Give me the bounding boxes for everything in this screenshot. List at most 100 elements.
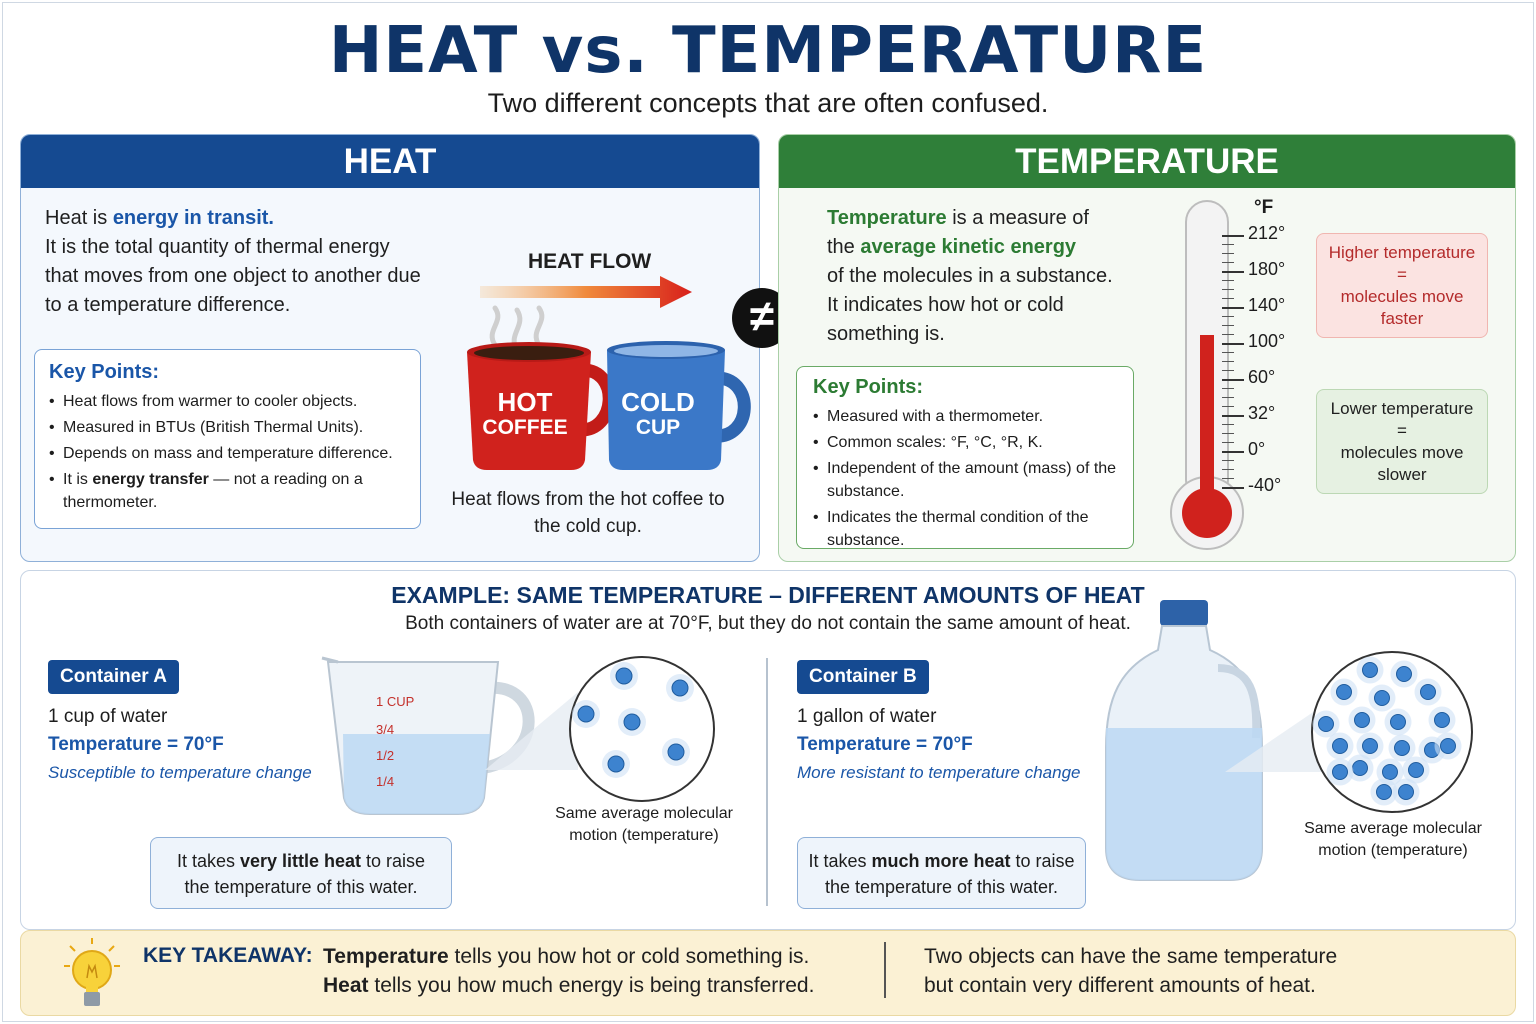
molecule bbox=[1398, 784, 1414, 800]
higher-note-line: Higher temperature bbox=[1328, 243, 1476, 262]
heat-intro-rest: It is the total quantity of thermal ener… bbox=[45, 236, 421, 316]
kp-prefix: It is bbox=[63, 471, 93, 488]
cup-mark: 1 CUP bbox=[376, 694, 415, 709]
cold-mug-line1: COLD bbox=[621, 387, 695, 417]
thermometer-minor-tick bbox=[1222, 433, 1234, 434]
higher-temp-note: Higher temperature = molecules move fast… bbox=[1316, 233, 1488, 338]
container-a-tag: Container A bbox=[48, 660, 179, 694]
higher-note-line: molecules move bbox=[1340, 287, 1464, 306]
higher-note-line: faster bbox=[1380, 309, 1424, 328]
heat-key-points-list: Heat flows from warmer to cooler objects… bbox=[49, 390, 406, 514]
cold-mug-line2: CUP bbox=[635, 416, 681, 439]
lower-note-line: = bbox=[1397, 421, 1407, 440]
temp-intro-bold1: Temperature bbox=[827, 207, 947, 229]
temperature-intro: Temperature is a measure of the average … bbox=[827, 204, 1157, 349]
molecule bbox=[1396, 666, 1412, 682]
molecule bbox=[1420, 684, 1436, 700]
temp-key-point: Measured with a thermometer. bbox=[813, 405, 1117, 428]
molecule bbox=[1352, 760, 1368, 776]
takeaway-left: Temperature tells you how hot or cold so… bbox=[323, 942, 814, 1000]
thermometer-tick-label: 140° bbox=[1248, 295, 1286, 315]
container-b-info: 1 gallon of water Temperature = 70°F Mor… bbox=[797, 703, 1080, 787]
thermometer-tick-label: 60° bbox=[1248, 367, 1276, 387]
molecule bbox=[1374, 690, 1390, 706]
temp-intro-bold2: average kinetic energy bbox=[860, 236, 1077, 258]
heat-intro: Heat is energy in transit. It is the tot… bbox=[45, 204, 425, 320]
heat-intro-highlight: energy in transit. bbox=[112, 207, 274, 229]
molecule bbox=[1332, 738, 1348, 754]
molecule bbox=[607, 755, 625, 773]
container-b-temperature: Temperature = 70°F bbox=[797, 734, 973, 755]
heat-flow-label: HEAT FLOW bbox=[528, 250, 652, 273]
molecule bbox=[1382, 764, 1398, 780]
hot-mug-label: HOT COFFEE bbox=[470, 388, 580, 440]
heat-a-line2: the temperature of this water. bbox=[184, 877, 418, 897]
thermometer-tick bbox=[1222, 307, 1244, 309]
container-a-info: 1 cup of water Temperature = 70°F Suscep… bbox=[48, 703, 312, 787]
thermometer-tick bbox=[1222, 451, 1244, 453]
thermometer-tick-label: 0° bbox=[1248, 439, 1266, 459]
thermometer-tick-label: 32° bbox=[1248, 403, 1276, 423]
thermometer-minor-tick bbox=[1222, 406, 1234, 407]
cold-mug-label: COLD CUP bbox=[605, 388, 711, 440]
thermometer-icon bbox=[1170, 200, 1244, 550]
key-takeaway-bar bbox=[20, 930, 1516, 1016]
lower-note-line: Lower temperature bbox=[1330, 399, 1474, 418]
thermometer-minor-tick bbox=[1222, 352, 1234, 353]
heat-b-prefix: It takes bbox=[808, 851, 872, 871]
thermometer-minor-tick bbox=[1222, 424, 1234, 425]
molecule bbox=[1362, 738, 1378, 754]
temp-key-point: Common scales: °F, °C, °R, K. bbox=[813, 431, 1117, 454]
molecule bbox=[1390, 714, 1406, 730]
heat-key-point: It is energy transfer — not a reading on… bbox=[49, 468, 406, 514]
molecule bbox=[1362, 662, 1378, 678]
cup-mark: 1/2 bbox=[376, 748, 395, 763]
molecules-b-diagram bbox=[1225, 651, 1473, 813]
molecule bbox=[1440, 738, 1456, 754]
thermometer-minor-tick bbox=[1222, 334, 1234, 335]
thermometer-minor-tick bbox=[1222, 460, 1234, 461]
molecule bbox=[1394, 740, 1410, 756]
takeaway-right: Two objects can have the same temperatur… bbox=[924, 942, 1337, 1000]
hot-mug-icon bbox=[467, 342, 616, 470]
molecules-b-caption: Same average molecular motion (temperatu… bbox=[1304, 820, 1482, 859]
thermometer-tick bbox=[1222, 271, 1244, 273]
thermometer-minor-tick bbox=[1222, 298, 1234, 299]
higher-note-line: = bbox=[1397, 265, 1407, 284]
temp-intro-text3: of the molecules in a substance. bbox=[827, 265, 1113, 287]
cup-mark: 3/4 bbox=[376, 722, 395, 737]
heat-flow-arrow bbox=[480, 276, 692, 308]
thermometer-tick bbox=[1222, 415, 1244, 417]
heat-b-bold: much more heat bbox=[871, 851, 1011, 871]
example-subtitle: Both containers of water are at 70°F, bu… bbox=[405, 613, 1131, 634]
heat-key-points: Key Points: Heat flows from warmer to co… bbox=[34, 349, 421, 529]
heat-key-point: Heat flows from warmer to cooler objects… bbox=[49, 390, 406, 413]
tk-right-line2: but contain very different amounts of he… bbox=[924, 974, 1316, 997]
thermometer-tick bbox=[1222, 379, 1244, 381]
example-title: EXAMPLE: SAME TEMPERATURE – DIFFERENT AM… bbox=[391, 582, 1145, 608]
page-title: HEAT vs. TEMPERATURE bbox=[328, 14, 1208, 88]
heat-heading: HEAT bbox=[21, 135, 759, 188]
molecule bbox=[577, 705, 595, 723]
thermometer-unit: °F bbox=[1254, 197, 1274, 218]
example-divider bbox=[766, 658, 768, 906]
cup-mark: 1/4 bbox=[376, 774, 395, 789]
thermometer-minor-tick bbox=[1222, 388, 1234, 389]
thermometer-minor-tick bbox=[1222, 280, 1234, 281]
thermometer-minor-tick bbox=[1222, 361, 1234, 362]
lower-note-line: molecules move bbox=[1340, 443, 1464, 462]
temp-key-points-title: Key Points: bbox=[813, 376, 924, 398]
tk-line2-bold: Heat bbox=[323, 974, 369, 997]
thermometer-minor-tick bbox=[1222, 316, 1234, 317]
heat-a-suffix: to raise bbox=[361, 851, 426, 871]
thermometer-minor-tick bbox=[1222, 397, 1234, 398]
container-b-note: More resistant to temperature change bbox=[797, 763, 1081, 782]
thermometer-tick bbox=[1222, 235, 1244, 237]
temperature-key-points: Key Points: Measured with a thermometer.… bbox=[796, 366, 1134, 549]
heat-b-line2: the temperature of this water. bbox=[824, 877, 1059, 897]
container-b-heat-box: It takes much more heat to raise the tem… bbox=[797, 837, 1086, 909]
heat-key-point: Depends on mass and temperature differen… bbox=[49, 442, 406, 465]
molecule bbox=[615, 667, 633, 685]
thermometer-tick-label: 180° bbox=[1248, 259, 1286, 279]
